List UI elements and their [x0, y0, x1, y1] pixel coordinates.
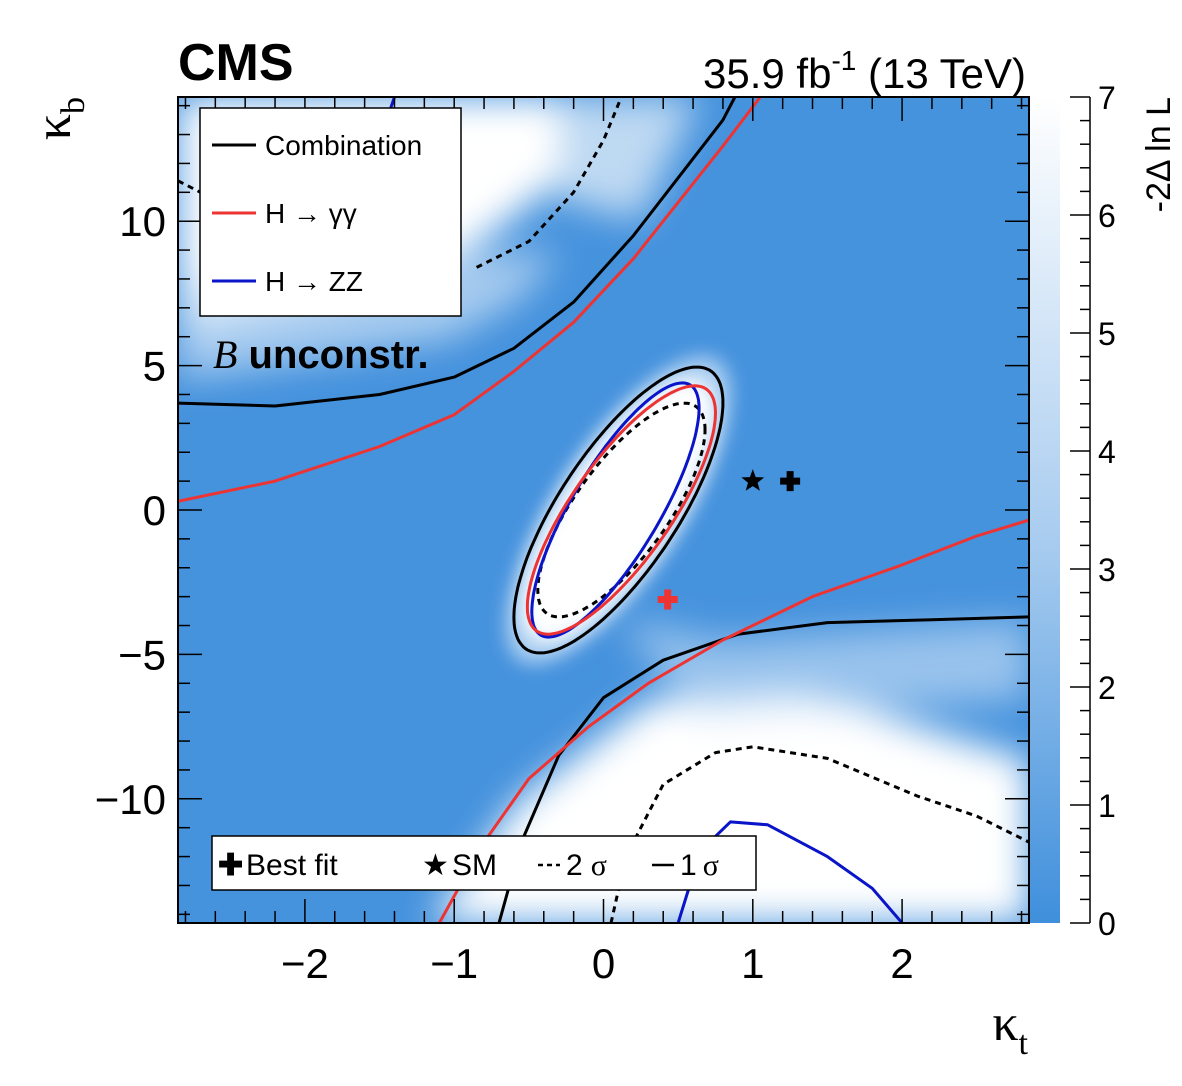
colorbar-tick-label: 4	[1098, 434, 1116, 470]
hgg-1sigma-lower-band	[437, 518, 1029, 923]
b-unconstrained-label: B unconstr.	[213, 332, 429, 377]
x-tick-label: 2	[890, 940, 913, 987]
colorbar-tick-label: 5	[1098, 316, 1116, 352]
luminosity-label: 35.9 fb-1 (13 TeV)	[703, 45, 1026, 97]
best-fit-legend-label: Best fit	[246, 849, 338, 882]
colorbar-label: -2Δ ln L	[1140, 97, 1178, 212]
symbol-legend-box	[211, 835, 757, 891]
experiment-label: CMS	[178, 34, 294, 92]
channel-legend: Combination H → γγ H → ZZ	[199, 107, 462, 317]
hgg-1sigma-ellipse	[525, 384, 718, 636]
colorbar-tick-label: 6	[1098, 198, 1116, 234]
hzz-1sigma-ellipse	[530, 381, 701, 639]
x-tick-labels: −2 −1 0 1 2	[281, 940, 914, 987]
y-axis-title: κb	[25, 97, 92, 140]
legend-label-2: H → ZZ	[265, 266, 363, 297]
colorbar-tick-label: 3	[1098, 552, 1116, 588]
best-fit-legend-marker: ✚	[218, 849, 243, 882]
y-tick-label: 0	[143, 487, 166, 534]
x-tick-label: −1	[430, 940, 478, 987]
legend-label-0: Combination	[265, 130, 422, 161]
colorbar	[1030, 97, 1060, 923]
sm-legend-label: SM	[452, 849, 497, 882]
axis-ticks	[178, 97, 1029, 923]
comb-1sigma-upper-band	[178, 97, 737, 408]
colorbar-tick-label: 0	[1098, 906, 1116, 942]
x-tick-label: −2	[281, 940, 329, 987]
y-tick-label: 5	[143, 343, 166, 390]
comb-2sigma-ellipse	[536, 401, 707, 619]
sm-legend-marker: ★	[422, 849, 449, 882]
heatmap-ellipse-core	[522, 378, 715, 642]
x-tick-label: 0	[592, 940, 615, 987]
sm-marker	[741, 469, 765, 491]
y-tick-label: −5	[118, 631, 166, 678]
combination-best-fit-marker	[780, 471, 801, 492]
svg-text:κb: κb	[25, 97, 92, 140]
colorbar-tick-label: 2	[1098, 670, 1116, 706]
comb-1sigma-ellipse	[512, 365, 725, 655]
y-tick-label: 10	[119, 198, 166, 245]
x-tick-label: 1	[741, 940, 764, 987]
y-tick-labels: −10 −5 0 5 10	[95, 198, 166, 823]
colorbar-tick-label: 1	[1098, 788, 1116, 824]
comb-1sigma-lower-band	[497, 615, 1029, 923]
comb-2sigma-upper-left	[178, 179, 202, 194]
colorbar-ticks: 0 1 2 3 4 5 6 7	[1070, 80, 1116, 942]
hgg-1sigma-upper-band	[178, 97, 762, 503]
hgg-best-fit-marker	[657, 589, 678, 610]
y-tick-label: −10	[95, 776, 166, 823]
colorbar-tick-label: 7	[1098, 80, 1116, 116]
x-axis-title: κt	[992, 995, 1028, 1062]
comb-2sigma-upper	[475, 97, 623, 269]
legend-label-1: H → γγ	[265, 198, 357, 229]
comb-2sigma-lower	[609, 745, 1029, 923]
